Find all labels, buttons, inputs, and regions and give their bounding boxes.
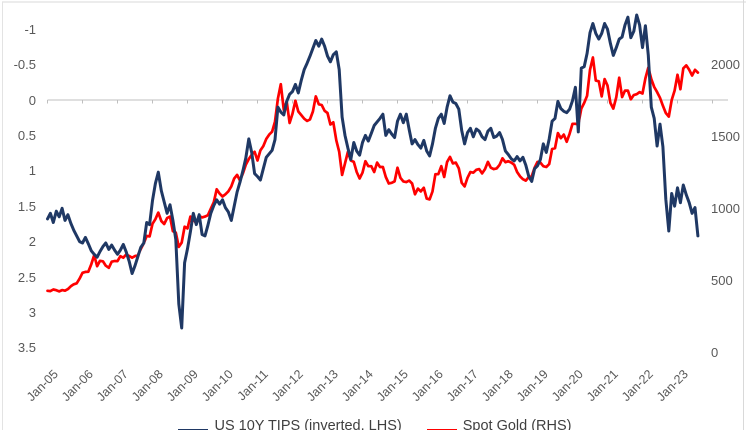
left-axis-tick-label: 2.5 [17, 269, 36, 285]
right-axis-tick-label: 1000 [711, 200, 740, 216]
left-axis-tick-label: 3 [28, 304, 36, 320]
left-axis-tick-label: 1 [28, 163, 36, 179]
gold-legend-swatch [426, 428, 457, 430]
tips-legend-label: US 10Y TIPS (inverted, LHS) [214, 418, 402, 430]
gold-line [46, 56, 700, 293]
x-axis-ticks [47, 100, 713, 104]
legend-item-gold: Spot Gold (RHS) [426, 415, 572, 430]
right-axis-tick-label: 2000 [711, 56, 740, 72]
left-axis-tick-label: -0.5 [13, 57, 36, 73]
left-axis-tick-label: 0.5 [17, 127, 36, 143]
left-axis-tick-label: -1 [24, 21, 36, 37]
legend: US 10Y TIPS (inverted, LHS) Spot Gold (R… [0, 415, 750, 430]
left-axis-tick-label: 1.5 [17, 198, 36, 214]
left-axis-tick-label: 2 [28, 234, 36, 250]
legend-item-tips: US 10Y TIPS (inverted, LHS) [178, 415, 402, 430]
right-axis-tick-label: 1500 [711, 128, 740, 144]
right-axis-tick-label: 0 [711, 344, 719, 360]
right-axis-tick-label: 500 [711, 272, 733, 288]
left-axis-tick-label: 0 [28, 92, 36, 108]
tips-legend-swatch [178, 428, 209, 430]
gold-legend-label: Spot Gold (RHS) [462, 418, 572, 430]
tips-line [46, 13, 700, 330]
left-axis-tick-label: 3.5 [17, 340, 36, 356]
